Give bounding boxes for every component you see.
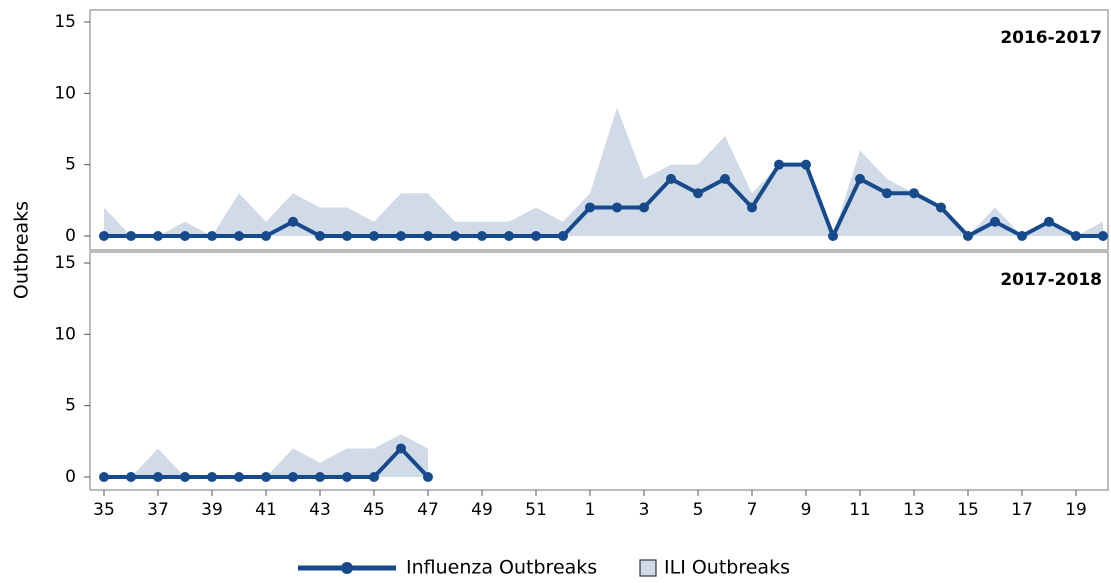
x-tick-label: 51 (525, 500, 547, 520)
influenza-point (126, 472, 136, 482)
influenza-point (99, 231, 109, 241)
influenza-point (828, 231, 838, 241)
x-tick-label: 43 (309, 500, 331, 520)
influenza-point (207, 472, 217, 482)
panel-title: 2016-2017 (1000, 28, 1102, 48)
x-tick-label: 41 (255, 500, 277, 520)
influenza-point (558, 231, 568, 241)
influenza-point (288, 472, 298, 482)
influenza-point (153, 231, 163, 241)
influenza-point (585, 202, 595, 213)
y-tick-label: 5 (65, 396, 76, 416)
x-tick-label: 3 (639, 500, 650, 520)
influenza-point (423, 231, 433, 241)
influenza-point (234, 231, 244, 241)
x-tick-label: 47 (417, 500, 439, 520)
influenza-point (693, 188, 703, 199)
influenza-point (99, 472, 109, 482)
influenza-point (423, 472, 433, 482)
influenza-point (1098, 231, 1108, 241)
x-tick-label: 7 (747, 500, 758, 520)
influenza-point (369, 472, 379, 482)
influenza-point (180, 231, 190, 241)
x-tick-label: 49 (471, 500, 493, 520)
influenza-point (531, 231, 541, 241)
influenza-point (153, 472, 163, 482)
influenza-point (342, 472, 352, 482)
influenza-point (504, 231, 514, 241)
influenza-point (1044, 216, 1054, 227)
legend-label: ILI Outbreaks (664, 557, 790, 579)
x-tick-label: 9 (801, 500, 812, 520)
influenza-point (126, 231, 136, 241)
influenza-point (477, 231, 487, 241)
influenza-point (234, 472, 244, 482)
y-tick-label: 10 (54, 324, 76, 344)
legend-marker (341, 562, 353, 574)
influenza-point (261, 231, 271, 241)
influenza-point (801, 159, 811, 170)
y-tick-label: 5 (65, 155, 76, 175)
influenza-point (180, 472, 190, 482)
y-tick-label: 10 (54, 83, 76, 103)
x-tick-label: 37 (147, 500, 169, 520)
influenza-point (288, 216, 298, 227)
influenza-line (104, 162, 1103, 238)
influenza-point (855, 173, 865, 184)
x-tick-label: 11 (849, 500, 871, 520)
panel-frame (89, 9, 1109, 251)
legend-label: Influenza Outbreaks (406, 557, 597, 579)
influenza-point (666, 173, 676, 184)
influenza-point (396, 231, 406, 241)
influenza-point (936, 202, 946, 213)
influenza-point (774, 159, 784, 170)
influenza-point (639, 202, 649, 213)
influenza-point (315, 472, 325, 482)
legend-swatch (639, 559, 657, 577)
panel-title: 2017-2018 (1000, 270, 1102, 290)
influenza-point (990, 216, 1000, 227)
x-tick-label: 39 (201, 500, 223, 520)
influenza-point (1017, 231, 1027, 241)
y-tick-label: 0 (65, 467, 76, 487)
influenza-point (261, 472, 271, 482)
influenza-point (747, 202, 757, 213)
influenza-point (369, 231, 379, 241)
influenza-point (396, 443, 406, 454)
x-tick-label: 35 (93, 500, 115, 520)
y-tick-label: 15 (54, 12, 76, 32)
influenza-point (720, 173, 730, 184)
x-tick-label: 45 (363, 500, 385, 520)
influenza-point (612, 202, 622, 213)
influenza-point (963, 231, 973, 241)
x-tick-label: 15 (957, 500, 979, 520)
panel-frame (89, 251, 1109, 491)
ili-area (104, 434, 428, 477)
y-tick-label: 0 (65, 226, 76, 246)
y-tick-label: 15 (54, 253, 76, 273)
influenza-point (342, 231, 352, 241)
x-tick-label: 1 (585, 500, 596, 520)
influenza-point (909, 188, 919, 199)
influenza-point (1071, 231, 1081, 241)
x-tick-label: 5 (693, 500, 704, 520)
influenza-point (450, 231, 460, 241)
influenza-point (882, 188, 892, 199)
y-axis-label: Outbreaks (11, 201, 33, 299)
x-tick-label: 19 (1065, 500, 1087, 520)
x-tick-label: 13 (903, 500, 925, 520)
influenza-point (207, 231, 217, 241)
ili-area (104, 107, 1103, 236)
influenza-point (315, 231, 325, 241)
x-tick-label: 17 (1011, 500, 1033, 520)
